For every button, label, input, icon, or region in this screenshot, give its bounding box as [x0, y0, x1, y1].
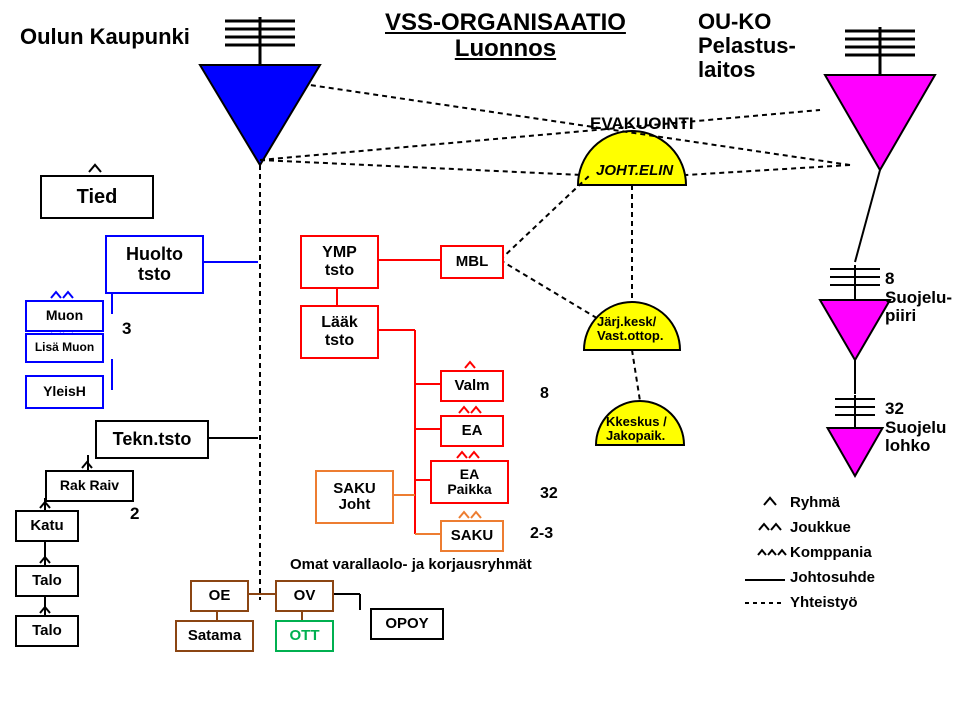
laak-box: Lääk tsto	[300, 305, 379, 359]
saku-count: 2-3	[530, 525, 553, 543]
evakuointi-label: EVAKUOINTI	[590, 115, 694, 134]
top-left-label: Oulun Kaupunki	[20, 25, 190, 49]
top-right-label: OU-KOPelastus-laitos	[698, 10, 796, 83]
ov-box: OV	[275, 580, 334, 612]
muon-count: 3	[122, 320, 131, 339]
oe-box: OE	[190, 580, 249, 612]
omat-label: Omat varallaolo- ja korjausryhmät	[290, 557, 532, 574]
mbl-box: MBL	[440, 245, 504, 279]
rakraiv-box: Rak Raiv	[45, 470, 134, 502]
suojelulohko-label: 32 Suojelu lohko	[885, 400, 946, 456]
eapaikka-count: 32	[540, 485, 558, 503]
satama-box: Satama	[175, 620, 254, 652]
tekn-box: Tekn.tsto	[95, 420, 209, 459]
valm-count: 8	[540, 385, 549, 403]
katu-box: Katu	[15, 510, 79, 542]
talo-box-1: Talo	[15, 565, 79, 597]
tied-box: Tied	[40, 175, 154, 219]
huolto-box: Huolto tsto	[105, 235, 204, 294]
suojelupiiri-label: 8 Suojelu- piiri	[885, 270, 952, 326]
talo-box-2: Talo	[15, 615, 79, 647]
opoy-box: OPOY	[370, 608, 444, 640]
ymp-box: YMP tsto	[300, 235, 379, 289]
valm-box: Valm	[440, 370, 504, 402]
lisamuon-box: Lisä Muon	[25, 333, 104, 363]
kkeskus-label: Kkeskus / Jakopaik.	[606, 415, 667, 444]
eapaikka-box: EA Paikka	[430, 460, 509, 504]
legend-komppania: Komppania	[790, 545, 872, 562]
ea-box: EA	[440, 415, 504, 447]
saku-box: SAKU	[440, 520, 504, 552]
sakujoht-box: SAKU Joht	[315, 470, 394, 524]
muon-box: Muon	[25, 300, 104, 332]
legend-ryhma: Ryhmä	[790, 495, 840, 512]
legend-yhteistyo: Yhteistyö	[790, 595, 858, 612]
yleish-box: YleisH	[25, 375, 104, 409]
page-title: VSS-ORGANISAATIOLuonnos	[385, 10, 626, 63]
jarj-label: Järj.kesk/ Vast.ottop.	[597, 315, 663, 344]
joht-elin-label: JOHT.ELIN	[596, 163, 673, 180]
katu-count: 2	[130, 505, 139, 524]
legend-joukkue: Joukkue	[790, 520, 851, 537]
legend-johtosuhde: Johtosuhde	[790, 570, 875, 587]
ott-box: OTT	[275, 620, 334, 652]
